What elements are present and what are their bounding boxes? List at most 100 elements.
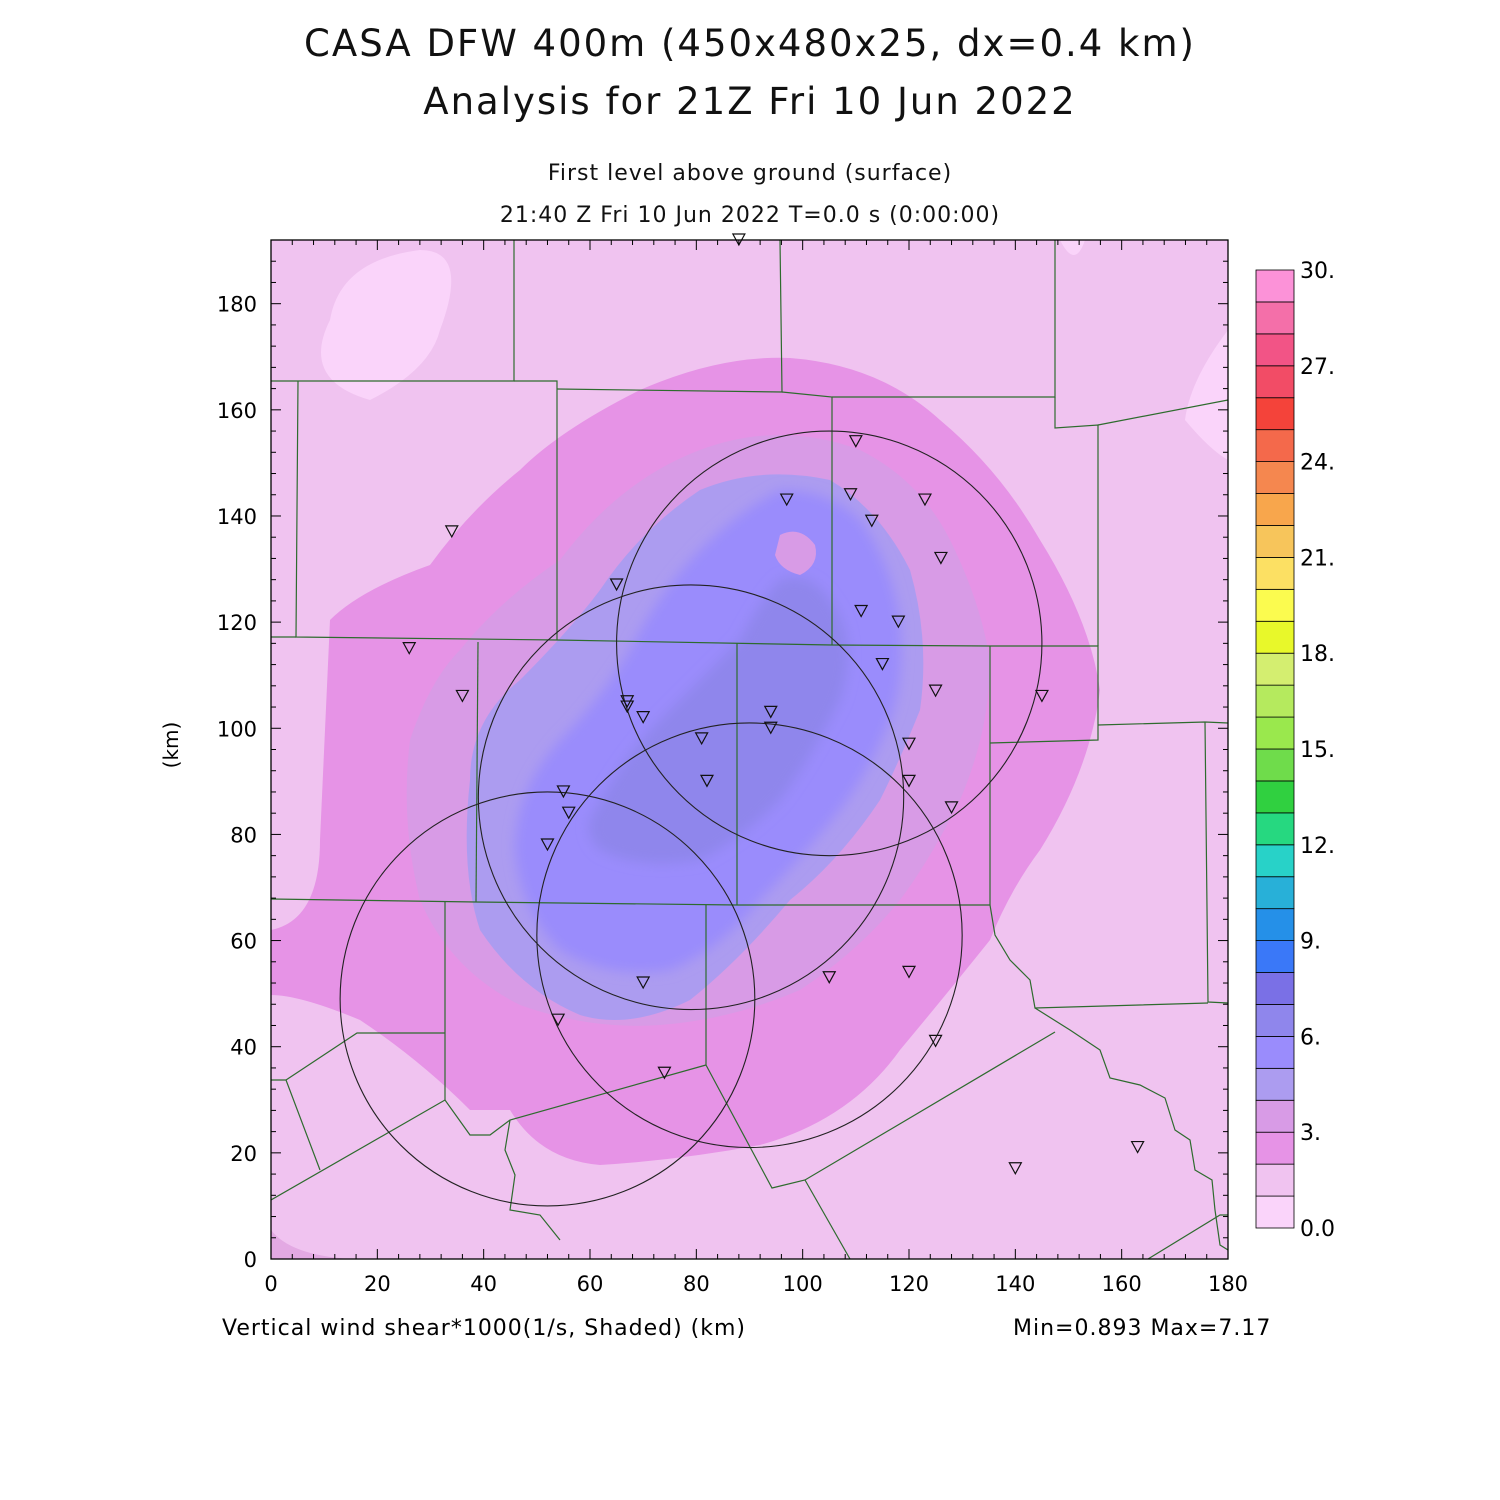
county-line xyxy=(989,904,1209,1009)
county-line xyxy=(271,898,990,906)
station-marker xyxy=(699,774,714,788)
colorbar-segment xyxy=(1255,1004,1295,1037)
y-tick-labels: 0 20 40 60 80 100 120 140 160 180 xyxy=(217,293,257,1272)
colorbar-segment xyxy=(1255,940,1295,973)
colorbar-label: 21. xyxy=(1300,546,1335,571)
county-line xyxy=(1204,721,1228,1004)
county-line xyxy=(1054,397,1099,646)
station-marker xyxy=(901,737,917,751)
colorbar-label: 15. xyxy=(1300,738,1335,763)
y-tick-label: 180 xyxy=(217,293,257,317)
station-marker xyxy=(822,971,837,984)
shading-light-ne xyxy=(1185,330,1228,460)
colorbar-segment xyxy=(1255,716,1295,750)
station-marker xyxy=(779,493,794,507)
colorbar-segment xyxy=(1255,844,1295,878)
county-line xyxy=(285,1032,445,1081)
axis-ticks xyxy=(270,239,1229,1260)
station-marker xyxy=(763,705,778,719)
station-marker xyxy=(657,1066,672,1080)
y-tick-label: 60 xyxy=(230,930,257,954)
colorbar-label: 3. xyxy=(1300,1121,1321,1146)
station-marker xyxy=(609,578,624,592)
x-tick-label: 0 xyxy=(264,1272,277,1296)
colorbar-segment xyxy=(1255,812,1295,846)
colorbar-segment xyxy=(1255,684,1295,718)
level-subtitle: First level above ground (surface) xyxy=(547,161,953,186)
station-marker xyxy=(891,615,906,629)
station-marker xyxy=(875,657,890,671)
valid-time-subtitle: 21:40 Z Fri 10 Jun 2022 T=0.0 s (0:00:00… xyxy=(499,203,1001,228)
station-marker xyxy=(944,801,959,815)
y-tick-label: 80 xyxy=(230,823,257,847)
radar-ring xyxy=(477,584,905,1011)
colorbar-label: 9. xyxy=(1300,930,1321,955)
station-marker xyxy=(540,838,555,852)
x-tick-label: 60 xyxy=(577,1272,604,1296)
colorbar-segment xyxy=(1255,1099,1295,1133)
colorbar-label: 6. xyxy=(1300,1025,1321,1050)
station-marker xyxy=(864,514,879,528)
colorbar-segment xyxy=(1255,972,1295,1005)
station-marker xyxy=(928,684,943,698)
y-tick-label: 100 xyxy=(217,717,257,741)
y-axis-label: (km) xyxy=(159,722,183,769)
colorbar-segment xyxy=(1255,780,1295,814)
field-label: Vertical wind shear*1000(1/s, Shaded) (k… xyxy=(222,1316,747,1341)
x-tick-label: 100 xyxy=(783,1272,823,1296)
station-marker xyxy=(848,435,863,448)
shading-field xyxy=(271,240,1228,1259)
station-marker xyxy=(551,1013,566,1027)
county-boundaries xyxy=(271,240,1228,1259)
station-marker xyxy=(1130,1140,1145,1154)
colorbar-segment xyxy=(1255,876,1295,910)
colorbar-label: 12. xyxy=(1300,834,1335,859)
min-max-label: Min=0.893 Max=7.17 xyxy=(1013,1316,1272,1341)
county-line xyxy=(804,1179,851,1259)
station-marker xyxy=(901,774,917,788)
colorbar-segment xyxy=(1255,652,1295,686)
station-marker xyxy=(561,806,576,820)
colorbar-segment xyxy=(1255,557,1295,590)
station-marker xyxy=(620,700,635,714)
station-marker xyxy=(854,604,869,618)
analysis-time-title: Analysis for 21Z Fri 10 Jun 2022 xyxy=(423,80,1077,123)
x-tick-label: 180 xyxy=(1208,1272,1248,1296)
colorbar-segment xyxy=(1255,301,1295,335)
x-tick-label: 160 xyxy=(1102,1272,1142,1296)
colorbar-segment xyxy=(1255,1067,1295,1101)
colorbar-label: 30. xyxy=(1300,259,1335,284)
colorbar-segment xyxy=(1255,620,1295,654)
station-marker xyxy=(694,732,709,746)
colorbar-labels: 0.0 3. 6. 9. 12. 15. 18. 21. 24. 27. 30. xyxy=(1300,259,1335,1242)
station-marker xyxy=(1008,1162,1023,1176)
x-tick-label: 40 xyxy=(470,1272,497,1296)
colorbar-segment xyxy=(1255,748,1295,782)
colorbar-segment xyxy=(1255,1195,1295,1229)
y-tick-label: 140 xyxy=(217,505,257,529)
colorbar-segment xyxy=(1255,269,1295,303)
station-marker xyxy=(928,1034,943,1048)
station-marker xyxy=(402,642,417,655)
colorbar-segment xyxy=(1255,525,1295,558)
radar-ring xyxy=(616,430,1043,857)
shading-sw-edge xyxy=(271,1230,350,1259)
colorbar-segment xyxy=(1255,908,1295,942)
station-marker xyxy=(636,976,651,990)
shading-level-6 xyxy=(588,577,848,864)
station-marker xyxy=(933,551,948,565)
county-line xyxy=(514,380,558,640)
station-marker xyxy=(917,493,932,507)
y-tick-label: 40 xyxy=(230,1036,257,1060)
colorbar-segment xyxy=(1255,493,1295,526)
x-tick-labels: 0 20 40 60 80 100 120 140 160 180 xyxy=(264,1272,1248,1296)
station-marker xyxy=(636,711,651,724)
station-markers xyxy=(402,233,1145,1176)
colorbar-segment xyxy=(1255,1163,1295,1197)
x-tick-label: 140 xyxy=(995,1272,1035,1296)
county-line xyxy=(475,641,479,903)
colorbar-segment xyxy=(1255,1131,1295,1165)
county-line xyxy=(556,639,1099,744)
colorbar-segment xyxy=(1255,333,1295,367)
